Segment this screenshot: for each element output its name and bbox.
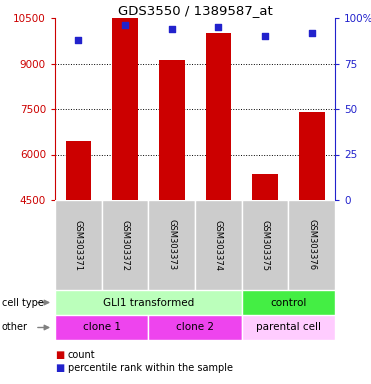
Bar: [242, 315, 335, 340]
Bar: [148, 200, 195, 290]
Point: [169, 26, 175, 32]
Text: other: other: [2, 323, 28, 333]
Text: GSM303373: GSM303373: [167, 219, 176, 271]
Point: [122, 22, 128, 28]
Text: GSM303375: GSM303375: [260, 220, 269, 270]
Text: GSM303371: GSM303371: [74, 220, 83, 270]
Bar: [148, 315, 242, 340]
Bar: [55, 200, 102, 290]
Text: GLI1 transformed: GLI1 transformed: [103, 298, 194, 308]
Text: GSM303376: GSM303376: [307, 219, 316, 271]
Bar: [206, 33, 231, 336]
Bar: [66, 141, 91, 336]
Point: [215, 24, 221, 30]
Bar: [195, 200, 242, 290]
Point: [75, 37, 81, 43]
Bar: [112, 18, 138, 336]
Text: percentile rank within the sample: percentile rank within the sample: [68, 363, 233, 373]
Bar: [242, 290, 335, 315]
Text: count: count: [68, 350, 96, 360]
Text: ■: ■: [55, 350, 64, 360]
Bar: [299, 112, 325, 336]
Bar: [252, 174, 278, 336]
Bar: [159, 60, 184, 336]
Point: [309, 30, 315, 36]
Text: control: control: [270, 298, 306, 308]
Bar: [102, 200, 148, 290]
Text: cell type: cell type: [2, 298, 44, 308]
Text: clone 1: clone 1: [83, 323, 121, 333]
Bar: [288, 200, 335, 290]
Point: [262, 33, 268, 39]
Text: GSM303372: GSM303372: [121, 220, 129, 270]
Title: GDS3550 / 1389587_at: GDS3550 / 1389587_at: [118, 4, 272, 17]
Text: ■: ■: [55, 363, 64, 373]
Bar: [55, 315, 148, 340]
Text: GSM303374: GSM303374: [214, 220, 223, 270]
Bar: [242, 200, 288, 290]
Text: parental cell: parental cell: [256, 323, 321, 333]
Text: clone 2: clone 2: [176, 323, 214, 333]
Bar: [55, 290, 242, 315]
